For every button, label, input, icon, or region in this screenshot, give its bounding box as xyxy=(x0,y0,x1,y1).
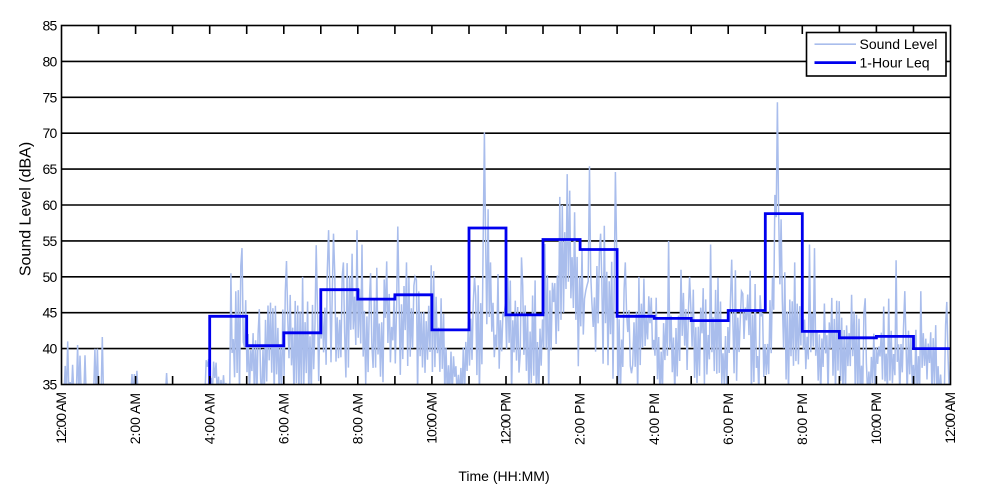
svg-text:12:00 AM: 12:00 AM xyxy=(942,393,958,444)
svg-text:80: 80 xyxy=(43,53,58,69)
svg-text:2:00 AM: 2:00 AM xyxy=(127,393,143,444)
svg-text:70: 70 xyxy=(43,125,58,141)
svg-text:8:00 AM: 8:00 AM xyxy=(349,393,365,444)
svg-text:60: 60 xyxy=(43,197,58,213)
svg-text:8:00 PM: 8:00 PM xyxy=(794,393,810,445)
svg-text:Sound Level (dBA): Sound Level (dBA) xyxy=(18,142,35,276)
svg-text:6:00 PM: 6:00 PM xyxy=(720,393,736,445)
svg-text:10:00 AM: 10:00 AM xyxy=(424,393,440,444)
svg-text:75: 75 xyxy=(43,89,58,105)
svg-text:Sound Level: Sound Level xyxy=(860,36,938,52)
svg-text:85: 85 xyxy=(43,18,58,34)
svg-text:65: 65 xyxy=(43,161,58,177)
svg-text:35: 35 xyxy=(43,377,58,393)
svg-text:4:00 AM: 4:00 AM xyxy=(201,393,217,444)
svg-text:2:00 PM: 2:00 PM xyxy=(572,393,588,445)
svg-text:12:00 AM: 12:00 AM xyxy=(53,393,69,444)
svg-text:40: 40 xyxy=(43,341,58,357)
svg-text:Time (HH:MM): Time (HH:MM) xyxy=(458,468,549,484)
svg-text:12:00 PM: 12:00 PM xyxy=(498,393,514,445)
svg-text:55: 55 xyxy=(43,233,58,249)
svg-text:45: 45 xyxy=(43,305,58,321)
svg-text:6:00 AM: 6:00 AM xyxy=(275,393,291,444)
svg-text:4:00 PM: 4:00 PM xyxy=(646,393,662,445)
svg-text:10:00 PM: 10:00 PM xyxy=(868,393,884,445)
svg-text:50: 50 xyxy=(43,269,58,285)
svg-text:1-Hour Leq: 1-Hour Leq xyxy=(860,55,930,71)
